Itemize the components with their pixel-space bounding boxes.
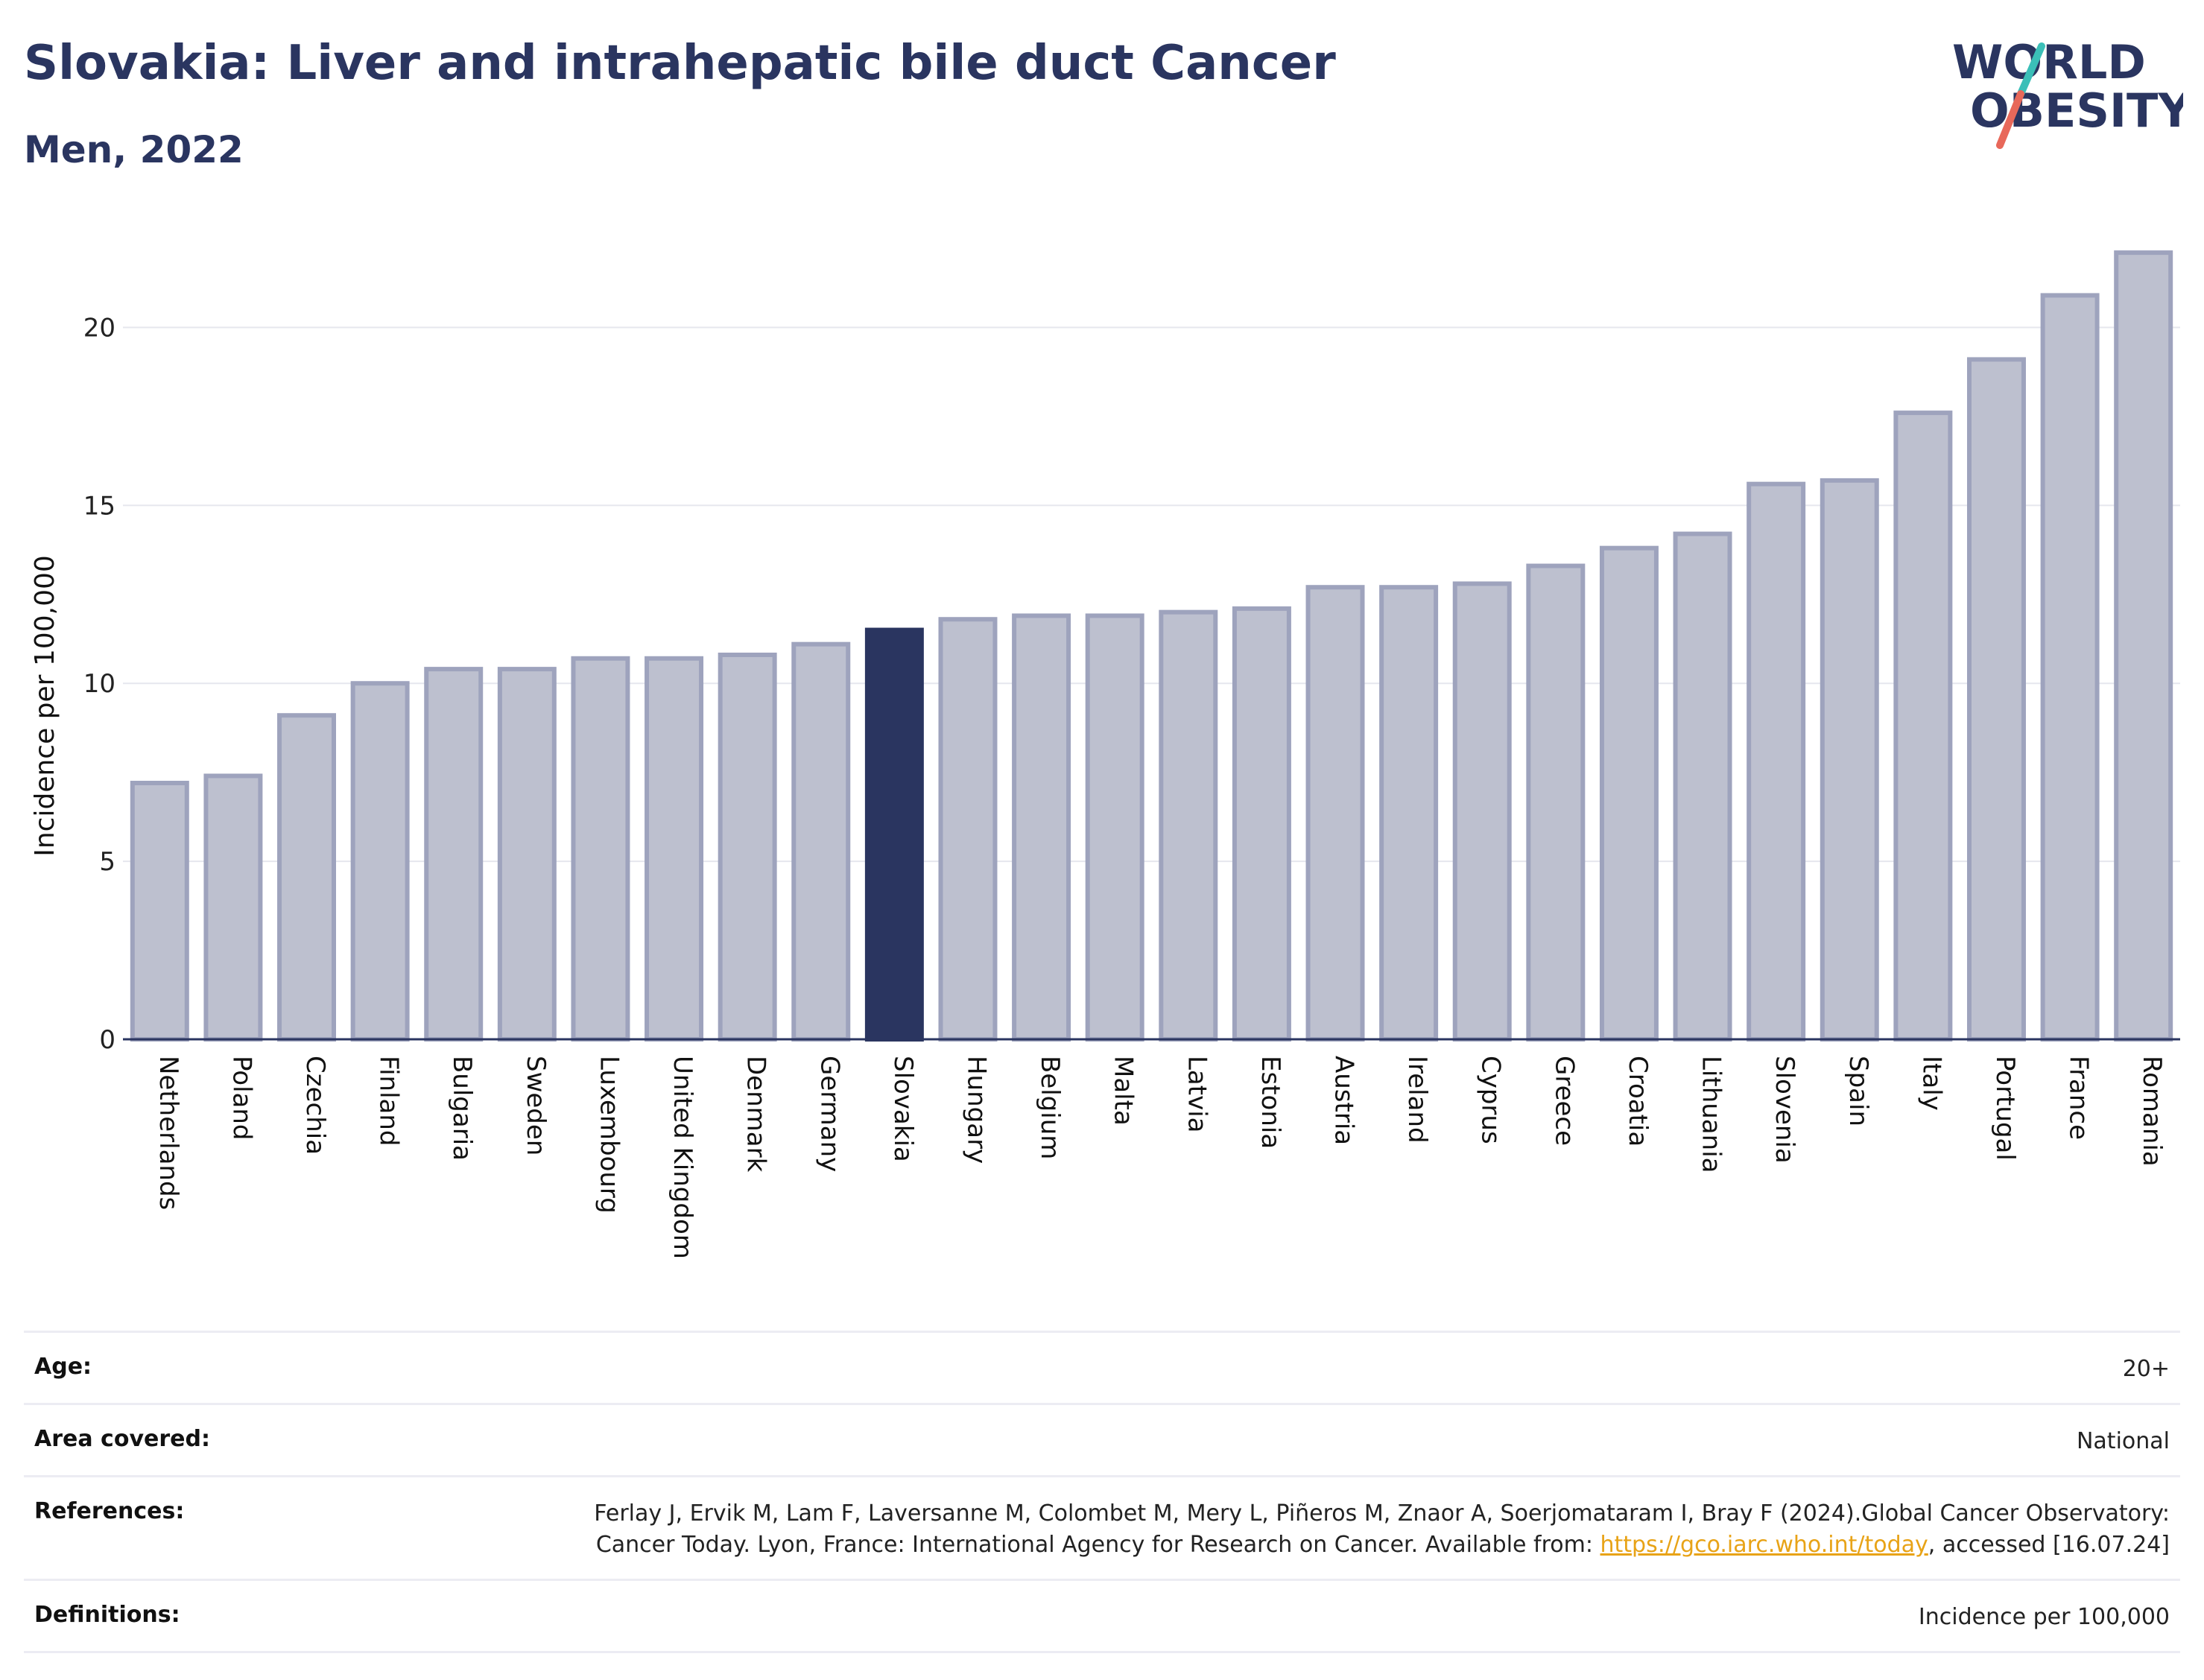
x-tick-label: Portugal (1990, 1056, 2020, 1161)
y-tick-label: 20 (83, 313, 115, 343)
bar (2114, 250, 2173, 1042)
x-tick-label: Italy (1916, 1056, 1946, 1111)
definitions-value: Incidence per 100,000 (1918, 1604, 2170, 1630)
x-tick-label: Greece (1549, 1056, 1579, 1146)
bar-highlight (864, 627, 924, 1042)
x-tick-label: Malta (1109, 1056, 1139, 1126)
bar (2040, 293, 2100, 1042)
x-tick-label: Lithuania (1697, 1056, 1726, 1173)
x-tick-label: Latvia (1182, 1056, 1212, 1133)
bar (1012, 613, 1071, 1042)
chart-subtitle: Men, 2022 (24, 128, 244, 171)
x-tick-label: Cyprus (1476, 1056, 1506, 1144)
bar (1820, 478, 1879, 1042)
meta-row-age: Age: 20+ (24, 1331, 2180, 1403)
x-tick-label: Romania (2137, 1056, 2167, 1167)
bar (1526, 563, 1586, 1042)
bar (1159, 609, 1218, 1042)
bar (1747, 481, 1806, 1042)
bar-chart: 0 5 10 15 20 Netherlands Poland Czechia Finland B… (30, 250, 2180, 1259)
bar (1893, 411, 1953, 1042)
references-text-1: Ferlay J, Ervik M, Lam F, Laversanne M, … (594, 1500, 2170, 1558)
x-tick-label: Luxembourg (594, 1056, 624, 1214)
bar (645, 656, 704, 1042)
bar (791, 641, 851, 1042)
world-obesity-logo: WORLD OBESITY (1952, 35, 2183, 149)
bar (571, 656, 630, 1042)
y-axis-label: Incidence per 100,000 (30, 555, 60, 857)
meta-row-references: References: Ferlay J, Ervik M, Lam F, La… (24, 1475, 2180, 1579)
meta-row-definitions: Definitions: Incidence per 100,000 (24, 1579, 2180, 1653)
x-tick-label: Bulgaria (447, 1056, 477, 1161)
x-tick-label: Netherlands (153, 1056, 183, 1210)
chart-title: Slovakia: Liver and intrahepatic bile du… (24, 36, 1336, 91)
x-tick-label: Germany (814, 1056, 844, 1172)
age-label: Age: (34, 1354, 92, 1380)
bar (424, 667, 484, 1042)
x-tick-label: Czechia (300, 1056, 330, 1155)
x-tick-label: Denmark (741, 1056, 771, 1173)
x-tick-label: Belgium (1035, 1056, 1065, 1159)
references-link[interactable]: https://gco.iarc.who.int/today (1600, 1532, 1928, 1558)
bar (203, 773, 263, 1042)
bar (1379, 585, 1439, 1042)
logo-text-world: WORLD (1952, 35, 2146, 89)
y-tick-label: 0 (99, 1025, 115, 1055)
bar (497, 667, 557, 1042)
references-text-2: , accessed [16.07.24] (1928, 1532, 2170, 1558)
x-tick-label: Slovenia (1770, 1056, 1799, 1164)
definitions-label: Definitions: (34, 1602, 180, 1628)
bar (1599, 545, 1659, 1042)
bar (350, 681, 410, 1042)
x-tick-label: France (2064, 1056, 2094, 1140)
bar (1305, 585, 1365, 1042)
meta-row-area: Area covered: National (24, 1403, 2180, 1475)
bar (277, 713, 337, 1042)
y-tick-label: 5 (99, 847, 115, 877)
bar (1232, 606, 1291, 1042)
bar (938, 617, 998, 1042)
bars (130, 250, 2173, 1042)
area-label: Area covered: (34, 1426, 210, 1452)
references-label: References: (34, 1498, 185, 1524)
x-tick-label: Slovakia (888, 1056, 918, 1162)
age-value: 20+ (2122, 1356, 2170, 1382)
x-tick-label: United Kingdom (668, 1056, 697, 1259)
bar (1085, 613, 1144, 1042)
x-tick-label: Croatia (1623, 1056, 1653, 1147)
logo-text-obesity: OBESITY (1970, 83, 2183, 138)
logo-slash-red (1996, 90, 2024, 149)
bar (1966, 357, 2026, 1042)
x-tick-label: Austria (1329, 1056, 1359, 1145)
y-tick-label: 10 (83, 669, 115, 699)
axes: 0 5 10 15 20 Netherlands Poland Czechia Finland B… (83, 313, 2180, 1259)
bar (130, 781, 189, 1042)
bar (718, 653, 777, 1042)
bar (1673, 531, 1732, 1042)
x-tick-label: Spain (1843, 1056, 1873, 1126)
x-tick-label: Hungary (961, 1056, 991, 1164)
metadata-table: Age: 20+ Area covered: National Referenc… (24, 1331, 2180, 1653)
bar (1452, 581, 1512, 1042)
x-tick-label: Estonia (1255, 1056, 1285, 1149)
references-value: Ferlay J, Ervik M, Lam F, Laversanne M, … (531, 1498, 2170, 1561)
logo-slash-teal (2017, 42, 2045, 98)
x-tick-label: Poland (227, 1056, 256, 1141)
y-tick-label: 15 (83, 491, 115, 521)
x-tick-label: Sweden (521, 1056, 551, 1156)
x-tick-label: Ireland (1402, 1056, 1432, 1144)
area-value: National (2076, 1428, 2170, 1454)
x-tick-label: Finland (374, 1056, 404, 1147)
